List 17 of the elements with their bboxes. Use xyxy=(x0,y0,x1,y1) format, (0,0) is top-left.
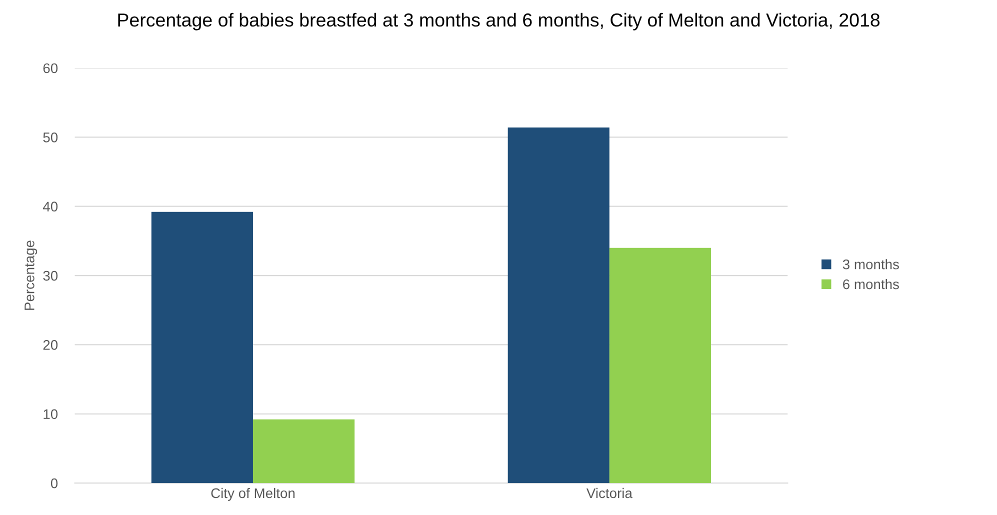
bar xyxy=(508,127,610,484)
bar xyxy=(151,212,253,484)
x-tick-label: Victoria xyxy=(586,488,632,498)
y-tick-label: 40 xyxy=(42,202,58,212)
bar xyxy=(609,248,711,484)
y-tick-label: 20 xyxy=(43,340,58,350)
y-tick-label: 30 xyxy=(43,270,58,281)
y-axis-title: Percentage xyxy=(24,240,38,310)
x-tick-label: City of Melton xyxy=(211,488,295,501)
legend-label: 6 months xyxy=(843,278,899,290)
y-tick-label: 10 xyxy=(44,409,58,420)
y-tick-label: 60 xyxy=(43,63,58,74)
legend-label: 3 months xyxy=(842,259,899,270)
y-tick-label: 50 xyxy=(43,132,58,142)
bar xyxy=(252,419,355,484)
chart-title: Percentage of babies breastfed at 3 months and 6 months, City of Melton and Victoria, 2018 xyxy=(118,12,880,30)
y-tick-label: 0 xyxy=(50,478,58,488)
